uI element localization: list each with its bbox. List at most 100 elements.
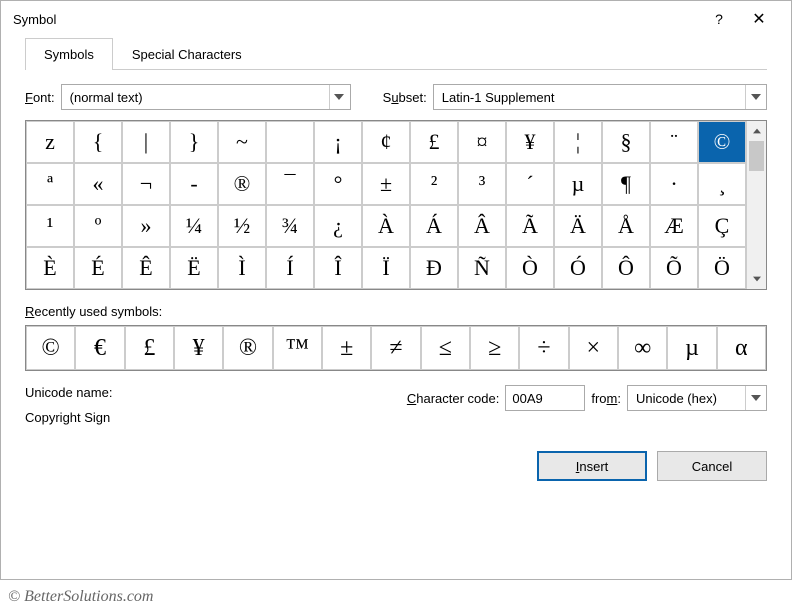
char-code-label: Character code: bbox=[407, 391, 500, 406]
symbol-cell[interactable]: » bbox=[122, 205, 170, 247]
symbol-cell[interactable]: È bbox=[26, 247, 74, 289]
symbol-cell[interactable]: Ö bbox=[698, 247, 746, 289]
symbol-cell[interactable] bbox=[266, 121, 314, 163]
symbol-cell[interactable]: § bbox=[602, 121, 650, 163]
recent-symbol-cell[interactable]: ™ bbox=[273, 326, 322, 370]
symbol-cell[interactable]: µ bbox=[554, 163, 602, 205]
symbol-cell[interactable]: ¯ bbox=[266, 163, 314, 205]
symbol-cell[interactable]: º bbox=[74, 205, 122, 247]
recent-symbol-cell[interactable]: ≤ bbox=[421, 326, 470, 370]
recent-symbol-cell[interactable]: ± bbox=[322, 326, 371, 370]
tab-special-characters[interactable]: Special Characters bbox=[113, 38, 261, 70]
symbol-cell[interactable]: Ç bbox=[698, 205, 746, 247]
symbol-cell[interactable]: Ã bbox=[506, 205, 554, 247]
recent-symbol-cell[interactable]: ÷ bbox=[519, 326, 568, 370]
recent-symbol-cell[interactable]: µ bbox=[667, 326, 716, 370]
recent-symbol-cell[interactable]: £ bbox=[125, 326, 174, 370]
symbol-cell[interactable]: Í bbox=[266, 247, 314, 289]
symbol-cell[interactable]: ´ bbox=[506, 163, 554, 205]
cancel-button[interactable]: Cancel bbox=[657, 451, 767, 481]
symbol-cell[interactable]: z bbox=[26, 121, 74, 163]
symbol-cell[interactable]: Ì bbox=[218, 247, 266, 289]
recent-symbol-cell[interactable]: ≠ bbox=[371, 326, 420, 370]
symbol-cell[interactable]: ¥ bbox=[506, 121, 554, 163]
symbol-cell[interactable]: Á bbox=[410, 205, 458, 247]
symbol-cell[interactable]: Ð bbox=[410, 247, 458, 289]
symbol-cell[interactable]: Ô bbox=[602, 247, 650, 289]
symbol-cell[interactable]: Ò bbox=[506, 247, 554, 289]
symbol-cell[interactable]: ® bbox=[218, 163, 266, 205]
symbol-cell[interactable]: ¸ bbox=[698, 163, 746, 205]
recent-symbol-cell[interactable]: ∞ bbox=[618, 326, 667, 370]
symbol-cell[interactable]: £ bbox=[410, 121, 458, 163]
symbol-cell[interactable]: ¬ bbox=[122, 163, 170, 205]
symbol-cell[interactable]: Æ bbox=[650, 205, 698, 247]
from-label: from: bbox=[591, 391, 621, 406]
symbol-cell[interactable]: ¦ bbox=[554, 121, 602, 163]
symbol-cell[interactable]: ª bbox=[26, 163, 74, 205]
symbol-cell[interactable]: ± bbox=[362, 163, 410, 205]
tab-strip: Symbols Special Characters bbox=[25, 37, 767, 70]
recent-symbol-cell[interactable]: ¥ bbox=[174, 326, 223, 370]
symbol-cell[interactable]: À bbox=[362, 205, 410, 247]
symbol-cell[interactable]: ¢ bbox=[362, 121, 410, 163]
font-select[interactable]: (normal text) bbox=[61, 84, 351, 110]
scroll-thumb[interactable] bbox=[749, 141, 764, 171]
recent-symbol-cell[interactable]: € bbox=[75, 326, 124, 370]
char-code-input[interactable]: 00A9 bbox=[505, 385, 585, 411]
symbol-cell[interactable]: - bbox=[170, 163, 218, 205]
symbol-cell[interactable]: Ó bbox=[554, 247, 602, 289]
symbol-cell[interactable]: Ï bbox=[362, 247, 410, 289]
symbol-cell[interactable]: ° bbox=[314, 163, 362, 205]
subset-select[interactable]: Latin-1 Supplement bbox=[433, 84, 767, 110]
symbol-cell[interactable]: | bbox=[122, 121, 170, 163]
recent-symbol-cell[interactable]: × bbox=[569, 326, 618, 370]
symbol-cell[interactable]: ¨ bbox=[650, 121, 698, 163]
recent-symbol-cell[interactable]: ≥ bbox=[470, 326, 519, 370]
chevron-down-icon bbox=[329, 85, 349, 109]
symbol-cell[interactable]: · bbox=[650, 163, 698, 205]
recent-symbol-cell[interactable]: © bbox=[26, 326, 75, 370]
symbol-cell[interactable]: } bbox=[170, 121, 218, 163]
symbol-cell[interactable]: © bbox=[698, 121, 746, 163]
symbol-cell[interactable]: Ê bbox=[122, 247, 170, 289]
symbol-cell[interactable]: { bbox=[74, 121, 122, 163]
recent-symbol-cell[interactable]: ® bbox=[223, 326, 272, 370]
symbol-cell[interactable]: ¹ bbox=[26, 205, 74, 247]
symbol-cell[interactable]: ¶ bbox=[602, 163, 650, 205]
symbol-cell[interactable]: Î bbox=[314, 247, 362, 289]
symbol-cell[interactable]: ½ bbox=[218, 205, 266, 247]
scroll-down-icon[interactable] bbox=[747, 269, 766, 289]
recent-symbol-cell[interactable]: α bbox=[717, 326, 766, 370]
symbol-cell[interactable]: ~ bbox=[218, 121, 266, 163]
symbol-cell[interactable]: ¾ bbox=[266, 205, 314, 247]
symbol-cell[interactable]: ¿ bbox=[314, 205, 362, 247]
scroll-up-icon[interactable] bbox=[747, 121, 766, 141]
tab-symbols[interactable]: Symbols bbox=[25, 38, 113, 70]
insert-button[interactable]: Insert bbox=[537, 451, 647, 481]
symbol-cell[interactable]: Â bbox=[458, 205, 506, 247]
symbol-cell[interactable]: Å bbox=[602, 205, 650, 247]
symbol-cell[interactable]: Ä bbox=[554, 205, 602, 247]
symbol-cell[interactable]: ³ bbox=[458, 163, 506, 205]
symbol-cell[interactable]: Ñ bbox=[458, 247, 506, 289]
code-row: Character code: 00A9 from: Unicode (hex) bbox=[407, 385, 767, 411]
symbol-cell[interactable]: ¤ bbox=[458, 121, 506, 163]
scroll-track[interactable] bbox=[747, 141, 766, 269]
symbol-grid: z{|}~ ¡¢£¤¥¦§¨© ª«¬-®¯°±²³´µ¶·¸ ¹º»¼½¾¿ÀÁÂÃ… bbox=[26, 121, 746, 289]
symbol-cell[interactable]: ¡ bbox=[314, 121, 362, 163]
button-row: Insert Cancel bbox=[25, 451, 767, 481]
close-icon[interactable]: ✕ bbox=[739, 9, 779, 29]
scrollbar[interactable] bbox=[746, 121, 766, 289]
symbol-cell[interactable]: ² bbox=[410, 163, 458, 205]
help-icon[interactable]: ? bbox=[699, 11, 739, 27]
symbol-cell[interactable]: Õ bbox=[650, 247, 698, 289]
symbol-cell[interactable]: ¼ bbox=[170, 205, 218, 247]
dialog-content: Symbols Special Characters Font: (normal… bbox=[1, 37, 791, 579]
symbol-cell[interactable]: É bbox=[74, 247, 122, 289]
symbol-cell[interactable]: « bbox=[74, 163, 122, 205]
window-title: Symbol bbox=[13, 12, 699, 27]
unicode-name-block: Unicode name: Copyright Sign bbox=[25, 385, 395, 435]
from-select[interactable]: Unicode (hex) bbox=[627, 385, 767, 411]
symbol-cell[interactable]: Ë bbox=[170, 247, 218, 289]
